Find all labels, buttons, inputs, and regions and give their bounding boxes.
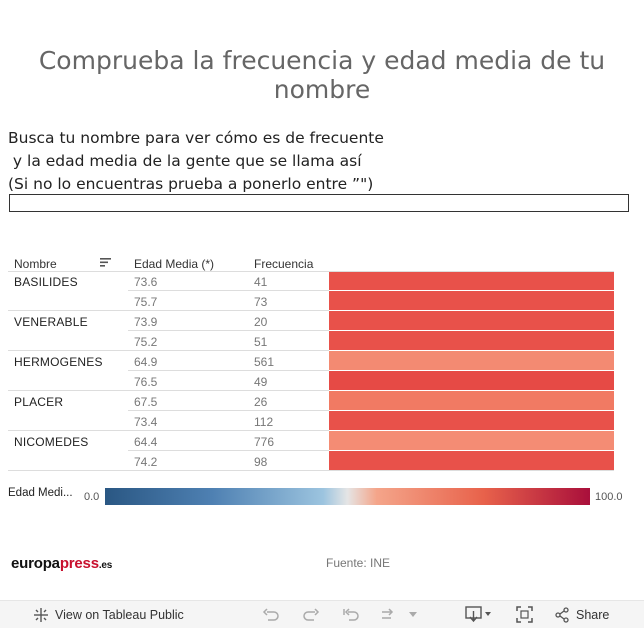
table-row[interactable]: BASILIDES 73.6 41 (8, 271, 614, 291)
chevron-down-icon[interactable] (409, 612, 417, 618)
cell-frecuencia: 776 (254, 435, 275, 449)
cell-edad-media: 73.6 (134, 275, 158, 289)
color-cell[interactable] (329, 311, 614, 331)
share-icon (555, 607, 569, 623)
cell-edad-media: 75.7 (134, 295, 158, 309)
cell-edad-media: 64.4 (134, 435, 158, 449)
cell-frecuencia: 98 (254, 455, 268, 469)
logo-text-main: europa (11, 555, 60, 572)
cell-edad-media: 73.4 (134, 415, 158, 429)
tableau-icon (34, 608, 48, 622)
table-header: Nombre Edad Media (*) Frecuencia (8, 255, 614, 271)
color-cell[interactable] (329, 271, 614, 291)
instruction-line-2: y la edad media de la gente que se llama… (8, 152, 362, 170)
logo-text-red: press (59, 555, 99, 572)
cell-separator (329, 390, 614, 391)
table-row[interactable]: 75.2 51 (8, 331, 614, 351)
header-frecuencia[interactable]: Frecuencia (254, 257, 314, 271)
row-divider (8, 310, 614, 311)
color-cell[interactable] (329, 371, 614, 391)
cell-frecuencia: 112 (254, 415, 274, 429)
color-cell[interactable] (329, 451, 614, 471)
header-edad-media[interactable]: Edad Media (*) (134, 257, 215, 271)
cell-frecuencia: 51 (254, 335, 268, 349)
cell-separator (329, 430, 614, 431)
cell-separator (329, 290, 614, 291)
instruction-line-3: (Si no lo encuentras prueba a ponerlo en… (8, 175, 374, 193)
table-row[interactable]: 76.5 49 (8, 371, 614, 391)
color-cell[interactable] (329, 291, 614, 311)
sort-icon[interactable] (100, 257, 112, 269)
refresh-icon[interactable] (378, 607, 396, 623)
fullscreen-icon[interactable] (516, 606, 533, 623)
legend-max: 100.0 (595, 491, 623, 503)
instructions: Busca tu nombre para ver cómo es de frec… (8, 127, 384, 196)
share-button[interactable]: Share (554, 607, 609, 623)
cell-separator (329, 410, 614, 411)
table-row[interactable]: 73.4 112 (8, 411, 614, 431)
cell-edad-media: 75.2 (134, 335, 158, 349)
cell-frecuencia: 26 (254, 395, 268, 409)
revert-icon[interactable] (342, 607, 360, 623)
cell-frecuencia: 41 (254, 275, 268, 289)
table-row[interactable]: PLACER 67.5 26 (8, 391, 614, 411)
color-cell[interactable] (329, 411, 614, 431)
legend-label: Edad Medi... (8, 487, 73, 499)
cell-nombre: NICOMEDES (14, 435, 89, 449)
cell-separator (329, 450, 614, 451)
color-cell[interactable] (329, 351, 614, 371)
cell-frecuencia: 49 (254, 375, 268, 389)
table-row[interactable]: VENERABLE 73.9 20 (8, 311, 614, 331)
cell-frecuencia: 561 (254, 355, 275, 369)
view-on-tableau-label: View on Tableau Public (55, 608, 184, 622)
color-legend (105, 488, 590, 505)
page-title: Comprueba la frecuencia y edad media de … (38, 46, 606, 104)
legend-min: 0.0 (84, 491, 100, 503)
color-cell[interactable] (329, 331, 614, 351)
cell-frecuencia: 20 (254, 315, 268, 329)
cell-nombre: BASILIDES (14, 275, 78, 289)
cell-nombre: VENERABLE (14, 315, 88, 329)
row-divider (8, 390, 614, 391)
table-row[interactable]: HERMOGENES 64.9 561 (8, 351, 614, 371)
tableau-toolbar: View on Tableau Public Share (0, 600, 644, 628)
cell-edad-media: 73.9 (134, 315, 158, 329)
header-nombre[interactable]: Nombre (14, 257, 57, 271)
table-row[interactable]: NICOMEDES 64.4 776 (8, 431, 614, 451)
cell-frecuencia: 73 (254, 295, 268, 309)
cell-edad-media: 74.2 (134, 455, 158, 469)
cell-separator (329, 330, 614, 331)
row-divider (8, 470, 614, 471)
cell-separator (329, 370, 614, 371)
cell-separator (329, 310, 614, 311)
download-icon[interactable] (465, 606, 493, 624)
table-row[interactable]: 74.2 98 (8, 451, 614, 471)
color-cell[interactable] (329, 391, 614, 411)
undo-icon[interactable] (262, 607, 280, 623)
share-label: Share (576, 608, 610, 622)
logo-text-tld: .es (98, 560, 113, 571)
instruction-line-1: Busca tu nombre para ver cómo es de frec… (8, 129, 384, 147)
row-divider (8, 271, 614, 272)
view-on-tableau-button[interactable]: View on Tableau Public (33, 607, 184, 623)
source-label: Fuente: INE (326, 556, 391, 570)
row-divider (8, 350, 614, 351)
search-input[interactable] (9, 194, 629, 212)
europapress-logo[interactable]: europapress.es (11, 555, 112, 572)
cell-nombre: HERMOGENES (14, 355, 103, 369)
cell-edad-media: 67.5 (134, 395, 158, 409)
cell-edad-media: 64.9 (134, 355, 158, 369)
table-row[interactable]: 75.7 73 (8, 291, 614, 311)
cell-nombre: PLACER (14, 395, 64, 409)
redo-icon[interactable] (302, 607, 320, 623)
row-divider (8, 430, 614, 431)
cell-separator (329, 350, 614, 351)
color-cell[interactable] (329, 431, 614, 451)
cell-edad-media: 76.5 (134, 375, 158, 389)
